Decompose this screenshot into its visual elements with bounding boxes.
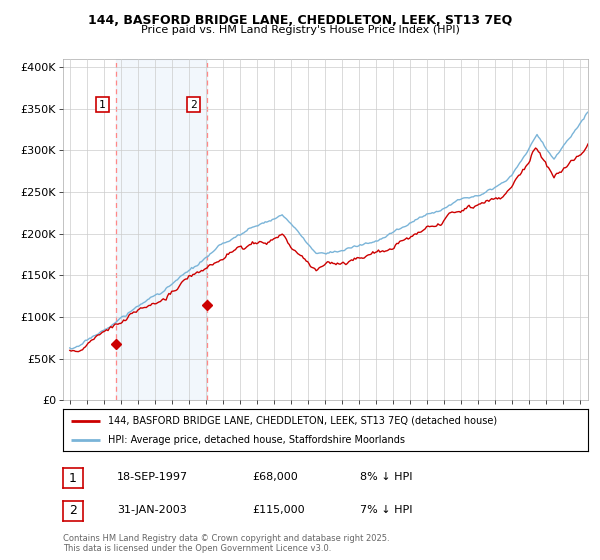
Text: 1: 1 <box>69 472 77 485</box>
Text: Contains HM Land Registry data © Crown copyright and database right 2025.
This d: Contains HM Land Registry data © Crown c… <box>63 534 389 553</box>
Text: 2: 2 <box>69 504 77 517</box>
Text: £68,000: £68,000 <box>252 472 298 482</box>
Bar <box>116 59 207 400</box>
Text: £115,000: £115,000 <box>252 505 305 515</box>
Text: 144, BASFORD BRIDGE LANE, CHEDDLETON, LEEK, ST13 7EQ (detached house): 144, BASFORD BRIDGE LANE, CHEDDLETON, LE… <box>107 416 497 426</box>
Text: 2: 2 <box>190 100 197 110</box>
Text: Price paid vs. HM Land Registry's House Price Index (HPI): Price paid vs. HM Land Registry's House … <box>140 25 460 35</box>
Text: 31-JAN-2003: 31-JAN-2003 <box>117 505 187 515</box>
Text: 18-SEP-1997: 18-SEP-1997 <box>117 472 188 482</box>
Text: 7% ↓ HPI: 7% ↓ HPI <box>360 505 413 515</box>
Text: 144, BASFORD BRIDGE LANE, CHEDDLETON, LEEK, ST13 7EQ: 144, BASFORD BRIDGE LANE, CHEDDLETON, LE… <box>88 14 512 27</box>
Text: 8% ↓ HPI: 8% ↓ HPI <box>360 472 413 482</box>
Text: HPI: Average price, detached house, Staffordshire Moorlands: HPI: Average price, detached house, Staf… <box>107 435 404 445</box>
Text: 1: 1 <box>99 100 106 110</box>
